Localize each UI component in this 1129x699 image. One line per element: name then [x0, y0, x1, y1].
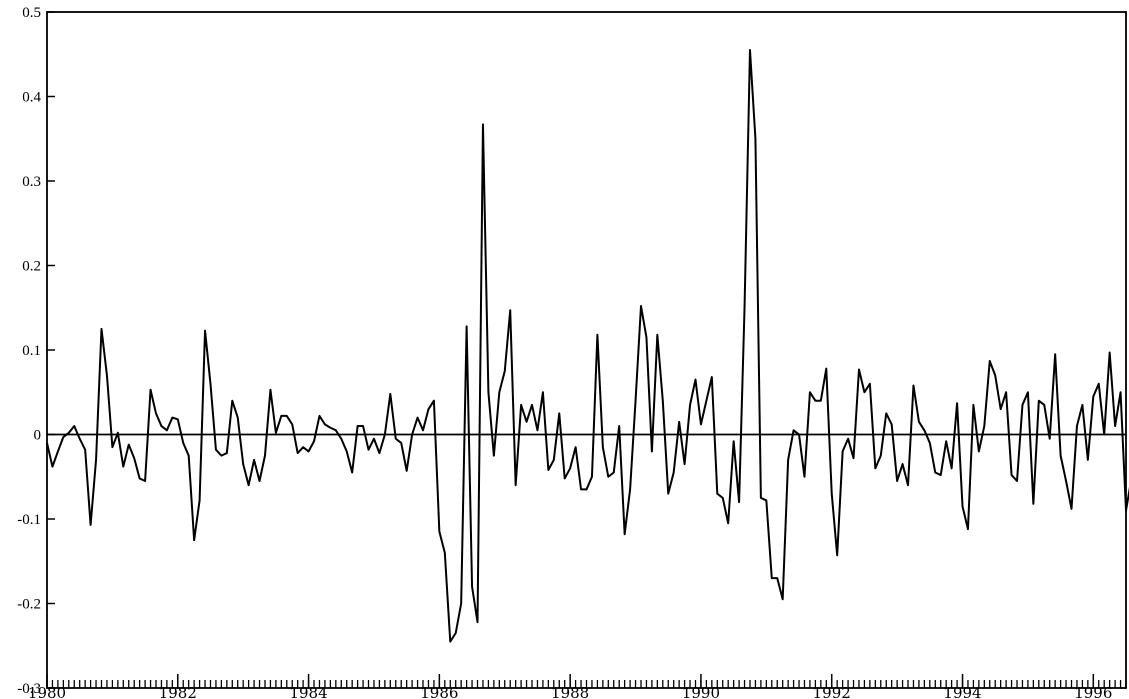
- x-tick-label: 1980: [28, 684, 66, 699]
- y-tick-label: -0.2: [17, 597, 41, 613]
- y-tick-label: 0.5: [22, 5, 41, 21]
- y-tick-label: -0.1: [17, 512, 41, 528]
- series-line: [46, 49, 1129, 643]
- y-tick-label: 0.2: [22, 259, 41, 275]
- plot-frame: [46, 11, 1127, 689]
- y-tick-label: 0.4: [22, 90, 41, 106]
- x-tick-label: 1992: [813, 684, 851, 699]
- minor-tick-group: [46, 680, 1127, 688]
- y-tick-label: -0.3: [17, 681, 41, 697]
- x-tick-label: 1984: [289, 684, 327, 699]
- x-tick-label: 1994: [943, 684, 981, 699]
- x-tick-label: 1990: [682, 684, 720, 699]
- y-tick-label: 0: [34, 428, 42, 444]
- x-tick-label: 1996: [1074, 684, 1112, 699]
- y-tick-label: 0.3: [22, 174, 41, 190]
- y-tick-label: 0.1: [22, 343, 41, 359]
- x-tick-label: 1988: [551, 684, 589, 699]
- x-axis: 1980 1982 1984 1986 1988 1990 1992 1994 1996: [28, 674, 1112, 699]
- x-tick-label: 1982: [159, 684, 197, 699]
- y-axis: -0.3 -0.2 -0.1 0 0.1 0.2 0.3 0.4 0.5: [17, 5, 55, 697]
- x-tick-label: 1986: [420, 684, 458, 699]
